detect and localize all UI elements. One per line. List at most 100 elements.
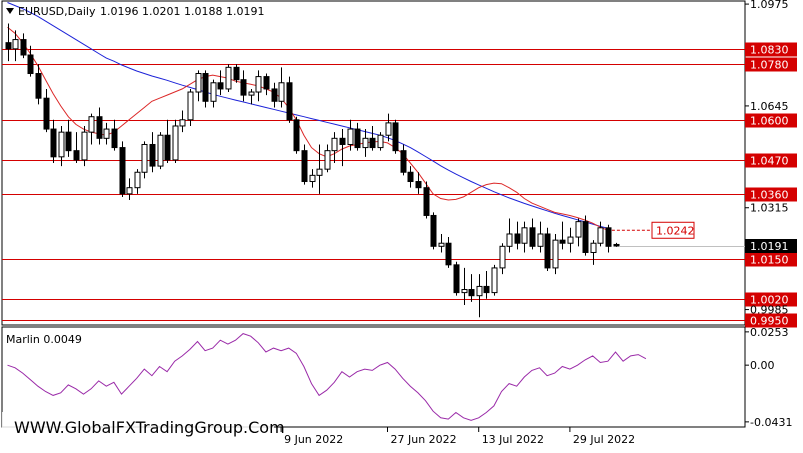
slow-moving-average xyxy=(7,2,609,229)
candle-body xyxy=(111,128,118,149)
candle-body xyxy=(271,88,278,102)
candle-body xyxy=(293,119,300,152)
level-label: 0.9950 xyxy=(750,315,789,328)
candle-body xyxy=(157,134,164,167)
candle xyxy=(286,76,293,123)
target-annotation: 1.0242 xyxy=(611,221,695,239)
candle xyxy=(575,218,582,247)
candle-body xyxy=(65,131,72,152)
candle-body xyxy=(453,264,460,294)
candle xyxy=(111,119,118,151)
candle xyxy=(5,23,12,62)
slow-ma-line xyxy=(7,2,609,229)
candle-body xyxy=(415,181,422,189)
candle xyxy=(582,215,589,256)
candle xyxy=(339,129,346,167)
candle-body xyxy=(278,82,285,102)
candle xyxy=(476,274,483,318)
candle xyxy=(430,212,437,250)
candle xyxy=(499,243,506,275)
price-tick-label: 1.0315 xyxy=(750,202,789,215)
candle-body xyxy=(126,187,133,195)
candle xyxy=(58,125,65,167)
candle xyxy=(415,172,422,194)
candle-body xyxy=(35,73,42,99)
candle xyxy=(362,129,369,157)
candle-body xyxy=(179,119,186,127)
candle-body xyxy=(438,242,445,247)
candle xyxy=(164,119,171,163)
candle xyxy=(240,70,247,102)
candle xyxy=(202,70,209,108)
main-pane[interactable]: 1.0242 EURUSD,Daily 1.0196 1.0201 1.0188… xyxy=(1,0,746,326)
candle-body xyxy=(301,150,308,183)
candle-body xyxy=(354,128,361,149)
time-tick-label: 13 Jul 2022 xyxy=(482,433,544,446)
candle-body xyxy=(12,39,19,50)
level-label: 1.0020 xyxy=(750,294,789,307)
oscillator-pane[interactable]: Marlin 0.0049 xyxy=(1,326,746,428)
candle xyxy=(134,169,141,194)
candle xyxy=(233,64,240,83)
level-label: 1.0470 xyxy=(750,155,789,168)
candle-body xyxy=(567,236,574,244)
candle xyxy=(119,141,126,197)
candle-body xyxy=(369,137,376,149)
candle xyxy=(369,125,376,151)
candle xyxy=(73,132,80,163)
candle xyxy=(149,132,156,173)
candle xyxy=(225,64,232,93)
candle xyxy=(301,144,308,185)
candle-body xyxy=(476,285,483,297)
candle-body xyxy=(195,73,202,93)
candlesticks xyxy=(5,23,620,318)
candle-body xyxy=(43,97,50,130)
candle xyxy=(461,267,468,305)
candle-body xyxy=(491,267,498,294)
candle xyxy=(438,233,445,253)
candle xyxy=(255,70,262,102)
candle xyxy=(514,221,521,250)
candle xyxy=(217,70,224,96)
candle xyxy=(263,73,270,96)
candle xyxy=(453,261,460,296)
current-price-label: 1.0191 xyxy=(750,240,789,253)
candle xyxy=(179,110,186,133)
candle-body xyxy=(590,242,597,253)
candle-body xyxy=(362,137,369,149)
candle-body xyxy=(50,128,57,158)
candle-body xyxy=(514,233,521,244)
oscillator-tick-label: 0.00 xyxy=(750,359,775,372)
candle-body xyxy=(27,54,34,75)
level-label: 1.0600 xyxy=(750,115,789,128)
candle-body xyxy=(286,82,293,121)
level-badge xyxy=(745,153,797,168)
price-tick-label: 1.0975 xyxy=(750,0,789,11)
ohlc-values: 1.0196 1.0201 1.0188 1.0191 xyxy=(100,5,264,18)
price-axis: 1.0830 1.0780 1.0600 1.0470 1.0360 1.0150 1.00… xyxy=(745,0,797,328)
candle xyxy=(521,221,528,253)
candle-body xyxy=(430,214,437,247)
level-label: 1.0780 xyxy=(750,59,789,72)
level-label: 1.0360 xyxy=(750,189,789,202)
time-tick-label: 29 Jul 2022 xyxy=(573,433,635,446)
candle xyxy=(377,132,384,151)
candle-body xyxy=(233,66,240,81)
candle-body xyxy=(537,233,544,247)
candle xyxy=(506,218,513,253)
candle xyxy=(385,113,392,142)
candle-body xyxy=(225,66,232,90)
oscillator-axis: 0.0253 0.00 -0.0431 xyxy=(745,326,792,429)
current-price-badge xyxy=(745,239,797,253)
candle-body xyxy=(506,233,513,247)
candle-body xyxy=(552,239,559,269)
candle-body xyxy=(240,79,247,96)
candle-body xyxy=(407,171,414,183)
candle-body xyxy=(217,82,224,90)
collapse-triangle-icon[interactable] xyxy=(6,8,14,14)
candle-body xyxy=(521,227,528,244)
watermark: WWW.GlobalFXTradingGroup.Com xyxy=(2,412,285,442)
target-box xyxy=(651,221,695,239)
candle-body xyxy=(263,76,270,90)
